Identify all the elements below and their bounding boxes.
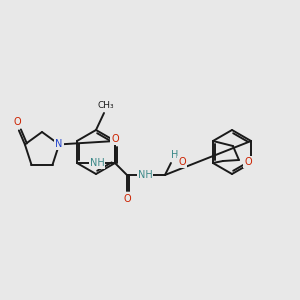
Text: O: O (178, 157, 186, 167)
Text: N: N (56, 140, 63, 149)
Text: CH₃: CH₃ (98, 100, 114, 109)
Text: O: O (111, 134, 119, 144)
Text: NH: NH (138, 170, 152, 180)
Text: O: O (244, 157, 252, 167)
Text: O: O (123, 194, 131, 204)
Text: H: H (171, 150, 178, 160)
Text: NH: NH (90, 158, 104, 168)
Text: O: O (13, 117, 21, 128)
